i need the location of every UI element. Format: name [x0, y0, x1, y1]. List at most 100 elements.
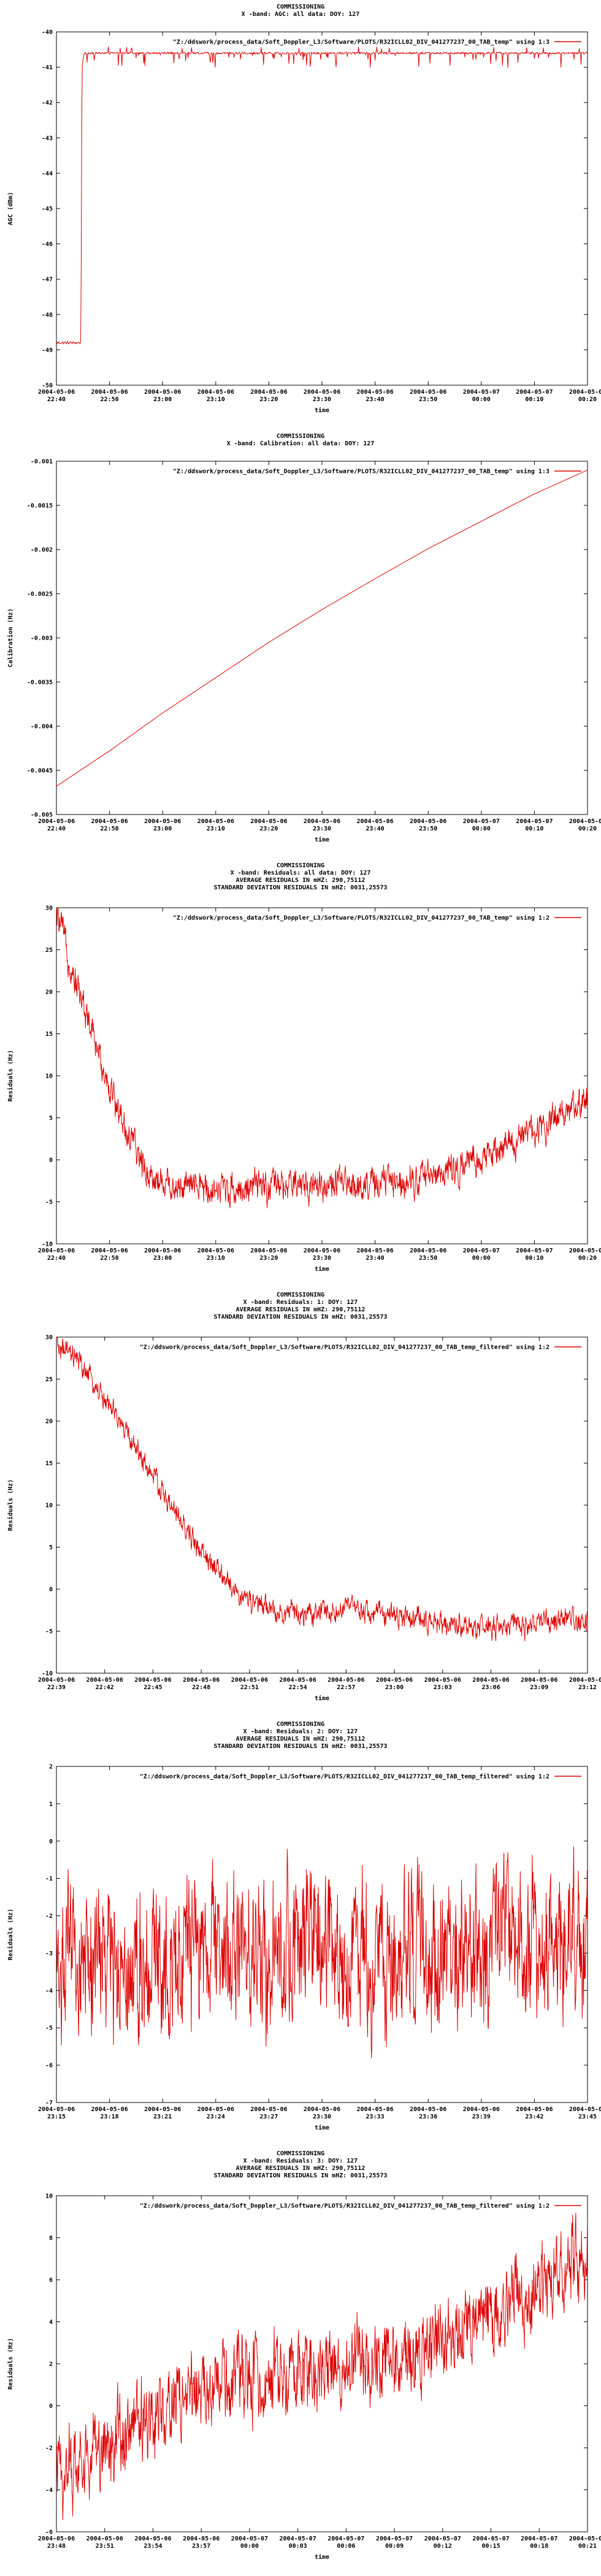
x-tick-label: 2004-05-07 [569, 389, 601, 396]
x-tick-label: 2004-05-06 [356, 389, 393, 396]
y-tick-label: -1 [45, 1876, 53, 1882]
x-axis-label: time [315, 407, 329, 414]
y-tick-label: 25 [45, 1376, 53, 1383]
x-tick-label: 2004-05-06 [304, 389, 340, 396]
y-tick-label: 15 [45, 1460, 53, 1467]
x-tick-label: 22:50 [101, 826, 119, 832]
x-tick-label: 2004-05-06 [304, 2106, 340, 2113]
y-tick-label: 15 [45, 1031, 53, 1038]
x-tick-label: 23:27 [259, 2114, 278, 2120]
x-tick-label: 2004-05-07 [463, 389, 500, 396]
x-tick-label: 2004-05-06 [356, 1248, 393, 1254]
x-tick-label: 23:40 [366, 396, 385, 403]
x-tick-label: 2004-05-06 [410, 1248, 446, 1254]
chart-panel-4: COMMISSIONING X -band: Residuals: 1: DOY:… [0, 1288, 601, 1717]
y-tick-label: 25 [45, 947, 53, 954]
y-tick-label: 0 [49, 2403, 53, 2410]
x-tick-label: 2004-05-07 [516, 1248, 553, 1254]
y-tick-label: 10 [45, 1503, 53, 1509]
y-tick-label: -4 [45, 2487, 53, 2494]
x-tick-label: 23:15 [47, 2114, 66, 2120]
x-tick-label: 2004-05-06 [280, 1677, 316, 1684]
chart-title-line: COMMISSIONING [277, 433, 324, 440]
x-tick-label: 23:09 [530, 1684, 548, 1691]
x-tick-label: 2004-05-06 [472, 1677, 509, 1684]
y-tick-label: 0 [49, 1838, 53, 1845]
x-tick-label: 00:00 [240, 2543, 259, 2550]
chart-title-line: STANDARD DEVIATION RESIDUALS IN mHZ: 003… [214, 1314, 388, 1321]
x-tick-label: 2004-05-06 [356, 2106, 393, 2113]
chart-title-line: X -band: Residuals: 3: DOY: 127 [243, 2157, 358, 2164]
x-tick-label: 22:57 [337, 1684, 355, 1691]
x-tick-label: 2004-05-07 [463, 818, 500, 825]
y-axis-label: AGC (dBm) [7, 192, 14, 225]
x-tick-label: 23:36 [419, 2114, 437, 2120]
x-tick-label: 2004-05-07 [516, 818, 553, 825]
chart-title-line: COMMISSIONING [277, 1292, 324, 1298]
x-tick-label: 2004-05-06 [91, 1248, 128, 1254]
y-tick-label: -0.0025 [27, 591, 53, 598]
x-tick-label: 22:50 [101, 396, 119, 403]
x-tick-label: 23:33 [366, 2114, 385, 2120]
x-tick-label: 23:54 [144, 2543, 162, 2550]
y-tick-label: -0.0045 [27, 768, 53, 775]
x-tick-label: 2004-05-06 [516, 2106, 553, 2113]
x-tick-label: 2004-05-06 [183, 1677, 220, 1684]
x-tick-label: 22:40 [47, 1255, 66, 1262]
x-tick-label: 2004-05-07 [569, 818, 601, 825]
y-axis-label: Residuals (Hz) [7, 1909, 14, 1960]
x-tick-label: 2004-05-06 [144, 2106, 181, 2113]
y-tick-label: -7 [45, 2100, 53, 2107]
x-tick-label: 2004-05-07 [516, 389, 553, 396]
y-tick-label: -0.0035 [27, 680, 53, 686]
y-tick-label: -46 [42, 241, 53, 248]
x-tick-label: 2004-05-06 [424, 1677, 461, 1684]
y-tick-label: 30 [45, 905, 53, 912]
x-tick-label: 2004-05-06 [197, 389, 234, 396]
x-tick-label: 2004-05-06 [410, 389, 446, 396]
x-tick-label: 23:30 [313, 1255, 331, 1262]
y-tick-label: 30 [45, 1335, 53, 1341]
x-tick-label: 23:42 [525, 2114, 543, 2120]
x-tick-label: 2004-05-06 [304, 818, 340, 825]
x-tick-label: 23:10 [207, 1255, 225, 1262]
x-tick-label: 2004-05-06 [197, 818, 234, 825]
x-tick-label: 2004-05-06 [250, 2106, 287, 2113]
y-tick-label: -0.001 [31, 459, 53, 466]
x-tick-label: 23:20 [259, 1255, 278, 1262]
legend-label: "Z:/ddswork/process_data/Soft_Doppler_L3… [173, 39, 549, 46]
x-tick-label: 2004-05-06 [197, 1248, 234, 1254]
y-tick-label: -50 [42, 383, 53, 389]
x-axis-label: time [315, 836, 329, 843]
x-tick-label: 00:20 [578, 1255, 597, 1262]
x-tick-label: 2004-05-06 [91, 818, 128, 825]
y-tick-label: -0.003 [31, 635, 53, 642]
x-tick-label: 2004-05-07 [280, 2536, 316, 2542]
data-series-line [56, 469, 588, 787]
chart-title-line: COMMISSIONING [277, 1721, 324, 1728]
x-tick-label: 2004-05-06 [197, 2106, 234, 2113]
y-tick-label: 2 [49, 1764, 53, 1771]
x-tick-label: 2004-05-06 [144, 1248, 181, 1254]
y-tick-label: -40 [42, 29, 53, 36]
y-tick-label: -48 [42, 312, 53, 318]
legend-label: "Z:/ddswork/process_data/Soft_Doppler_L3… [173, 914, 549, 922]
x-tick-label: 00:20 [578, 826, 597, 832]
x-tick-label: 2004-05-06 [38, 2106, 75, 2113]
x-axis-label: time [315, 1695, 329, 1702]
x-tick-label: 23:50 [419, 1255, 437, 1262]
x-tick-label: 2004-05-06 [91, 2106, 128, 2113]
x-tick-label: 23:51 [96, 2543, 114, 2550]
y-tick-label: -10 [42, 1241, 53, 1248]
x-tick-label: 2004-05-07 [569, 1248, 601, 1254]
x-tick-label: 2004-05-06 [250, 1248, 287, 1254]
y-tick-label: 8 [49, 2235, 53, 2242]
chart-title-line: AVERAGE RESIDUALS IN mHZ: 290,75112 [236, 2165, 366, 2172]
x-tick-label: 22:40 [47, 826, 66, 832]
x-tick-label: 00:18 [530, 2543, 548, 2550]
x-tick-label: 22:42 [96, 1684, 114, 1691]
x-tick-label: 23:40 [366, 1255, 385, 1262]
chart-panel-1: COMMISSIONING X -band: AGC: all data: DOY… [0, 0, 601, 429]
data-series-line [56, 1846, 588, 2058]
